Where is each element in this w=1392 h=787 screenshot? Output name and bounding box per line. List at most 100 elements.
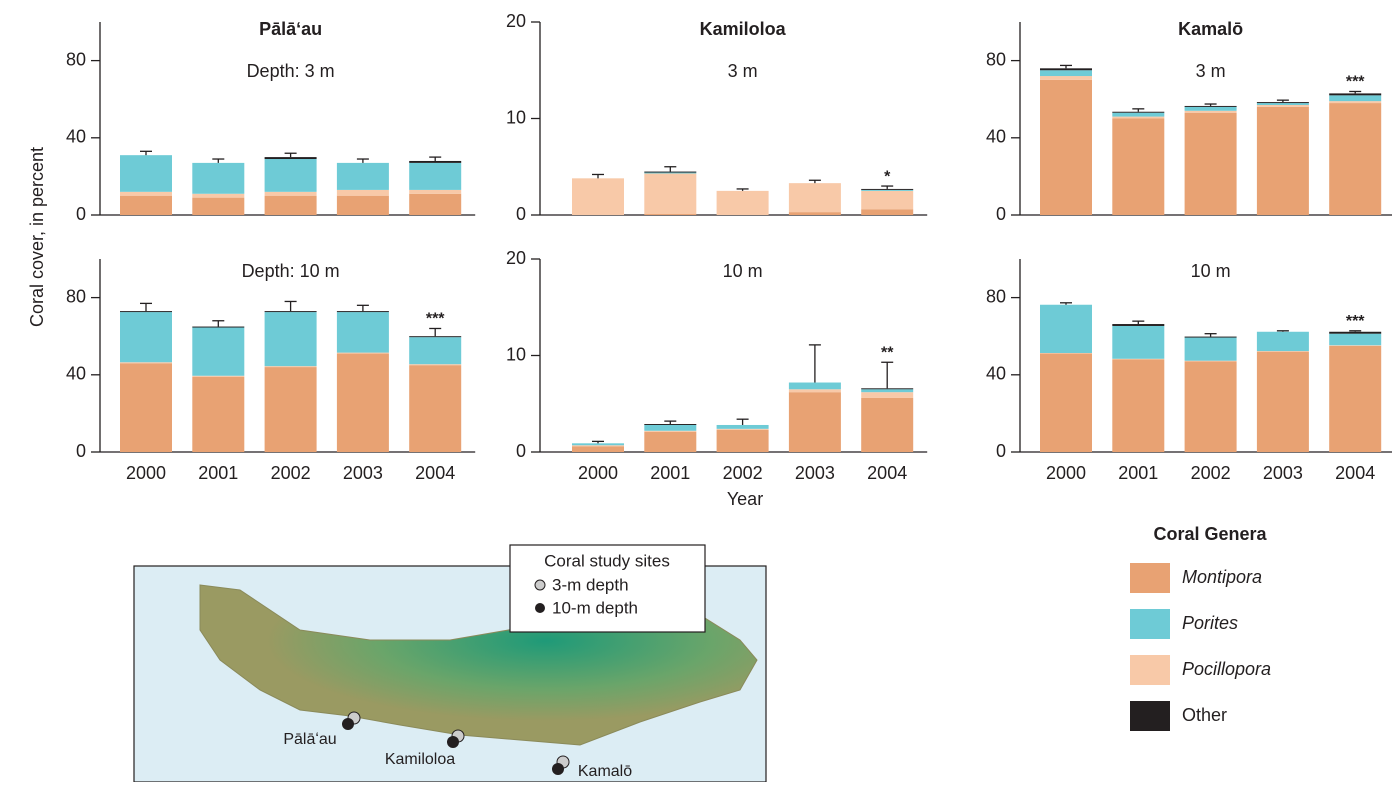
bar-segment — [265, 157, 317, 159]
bar-segment — [120, 312, 172, 362]
legend-swatch — [1130, 655, 1170, 685]
bar-segment — [861, 209, 913, 215]
bar-segment — [1329, 334, 1381, 346]
bar-segment — [1329, 332, 1381, 334]
significance-label: * — [884, 168, 891, 185]
marker-10m — [552, 763, 564, 775]
bar-segment — [120, 363, 172, 452]
legend-label: Pocillopora — [1182, 659, 1271, 679]
y-tick-label: 40 — [986, 127, 1006, 147]
legend-label: Porites — [1182, 613, 1238, 633]
panel-subtitle: 3 m — [1196, 61, 1226, 81]
bar-segment — [572, 445, 624, 446]
panel-title: Kamalō — [1178, 19, 1243, 39]
y-axis-label: Coral cover, in percent — [27, 147, 47, 327]
marker-10m — [535, 603, 545, 613]
x-tick-label: 2002 — [271, 463, 311, 483]
x-tick-label: 2003 — [343, 463, 383, 483]
bar-segment — [717, 430, 769, 452]
bar-segment — [1040, 70, 1092, 76]
bar-segment — [861, 389, 913, 392]
bar-segment — [1257, 107, 1309, 215]
bar-segment — [1257, 103, 1309, 105]
bar-segment — [717, 191, 769, 215]
x-tick-label: 2000 — [1046, 463, 1086, 483]
x-tick-label: 2004 — [415, 463, 455, 483]
bar-segment — [644, 431, 696, 432]
bar-segment — [644, 424, 696, 425]
bar-segment — [1329, 103, 1381, 215]
bar-segment — [192, 376, 244, 377]
bar-segment — [192, 377, 244, 452]
map-legend-entry: 10-m depth — [552, 598, 638, 617]
bar-segment — [265, 311, 317, 312]
bar-segment — [1329, 101, 1381, 103]
bar-segment — [644, 173, 696, 174]
y-tick-label: 0 — [76, 204, 86, 224]
bar-segment — [120, 311, 172, 312]
bar-segment — [1185, 361, 1237, 362]
bar-segment — [1257, 352, 1309, 452]
legend-label: Other — [1182, 705, 1227, 725]
bar-segment — [409, 163, 461, 190]
x-tick-label: 2003 — [795, 463, 835, 483]
bar-segment — [1185, 337, 1237, 338]
bar-segment — [1040, 76, 1092, 80]
bar-segment — [1185, 111, 1237, 113]
bar-segment — [861, 392, 913, 398]
bar-segment — [644, 172, 696, 173]
bar-segment — [337, 354, 389, 452]
panel-subtitle: 10 m — [723, 261, 763, 281]
bar-segment — [1040, 68, 1092, 70]
bar-segment — [1257, 102, 1309, 103]
bar-segment — [337, 312, 389, 353]
bar-segment — [265, 366, 317, 367]
bar-segment — [265, 159, 317, 192]
panel-title: Pālāʻau — [259, 19, 322, 39]
bar-segment — [337, 163, 389, 190]
x-tick-label: 2002 — [723, 463, 763, 483]
y-tick-label: 40 — [66, 127, 86, 147]
y-tick-label: 20 — [506, 11, 526, 31]
x-tick-label: 2003 — [1263, 463, 1303, 483]
panel-subtitle: 10 m — [1191, 261, 1231, 281]
bar-segment — [409, 161, 461, 163]
x-tick-label: 2002 — [1191, 463, 1231, 483]
bar-segment — [409, 364, 461, 365]
map-legend-title: Coral study sites — [544, 551, 670, 570]
bar-segment — [120, 196, 172, 215]
panel-subtitle: Depth: 3 m — [247, 61, 335, 81]
bar-segment — [572, 446, 624, 452]
bar-segment — [192, 327, 244, 328]
bar-segment — [789, 389, 841, 392]
bar-segment — [861, 190, 913, 191]
bar-segment — [1112, 359, 1164, 452]
bar-segment — [1040, 305, 1092, 353]
y-tick-label: 10 — [506, 107, 526, 127]
bar-segment — [265, 192, 317, 196]
x-axis-label: Year — [727, 489, 763, 509]
bar-segment — [1329, 93, 1381, 95]
bar-segment — [1329, 345, 1381, 346]
x-tick-label: 2001 — [198, 463, 238, 483]
bar-segment — [1040, 80, 1092, 215]
marker-10m — [447, 736, 459, 748]
bar-segment — [1257, 351, 1309, 352]
panel-subtitle: Depth: 10 m — [242, 261, 340, 281]
bar-segment — [1040, 353, 1092, 354]
y-tick-label: 0 — [516, 441, 526, 461]
bar-segment — [717, 429, 769, 430]
legend-swatch — [1130, 563, 1170, 593]
bar-segment — [1185, 361, 1237, 452]
map-legend-entry: 3-m depth — [552, 575, 629, 594]
bar-segment — [337, 311, 389, 312]
bar-segment — [265, 312, 317, 366]
bar-segment — [789, 212, 841, 215]
bar-segment — [861, 388, 913, 389]
significance-label: *** — [1346, 313, 1365, 330]
significance-label: *** — [1346, 74, 1365, 91]
bar-segment — [572, 443, 624, 445]
site-label: Pālāʻau — [283, 731, 336, 748]
bar-segment — [1040, 354, 1092, 452]
